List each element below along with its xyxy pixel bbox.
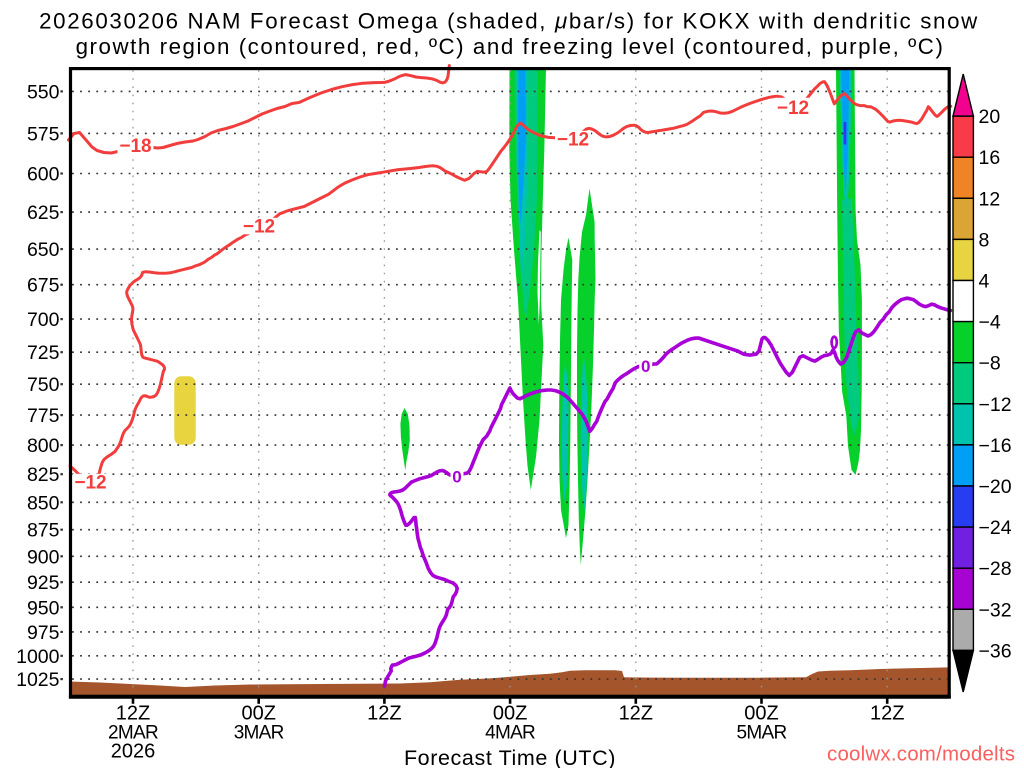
svg-text:925: 925 bbox=[27, 572, 60, 594]
svg-text:−12: −12 bbox=[777, 98, 809, 119]
svg-text:−12: −12 bbox=[243, 217, 275, 238]
svg-text:12Z: 12Z bbox=[619, 703, 653, 725]
svg-text:950: 950 bbox=[27, 597, 60, 619]
svg-text:0: 0 bbox=[641, 357, 650, 376]
svg-text:00Z: 00Z bbox=[493, 703, 527, 725]
svg-text:−18: −18 bbox=[119, 136, 151, 157]
svg-text:12Z: 12Z bbox=[870, 703, 904, 725]
svg-text:600: 600 bbox=[27, 164, 60, 186]
svg-text:12: 12 bbox=[979, 188, 1001, 210]
svg-text:16: 16 bbox=[979, 147, 1001, 169]
svg-text:550: 550 bbox=[27, 81, 60, 103]
svg-text:625: 625 bbox=[27, 202, 60, 224]
svg-text:5MAR: 5MAR bbox=[737, 723, 787, 744]
svg-text:8: 8 bbox=[979, 229, 990, 251]
svg-text:700: 700 bbox=[27, 309, 60, 331]
svg-text:growth region (contoured, red,: growth region (contoured, red, ºC) and f… bbox=[76, 34, 945, 59]
svg-text:0: 0 bbox=[452, 468, 461, 487]
svg-text:2MAR: 2MAR bbox=[108, 723, 158, 744]
svg-text:−12: −12 bbox=[557, 130, 589, 151]
svg-text:−36: −36 bbox=[979, 640, 1012, 662]
svg-text:900: 900 bbox=[27, 546, 60, 568]
svg-text:20: 20 bbox=[979, 106, 1001, 128]
svg-text:−24: −24 bbox=[979, 517, 1012, 539]
svg-text:−4: −4 bbox=[979, 312, 1001, 334]
svg-text:2026: 2026 bbox=[111, 741, 156, 763]
svg-text:00Z: 00Z bbox=[241, 703, 275, 725]
svg-text:−32: −32 bbox=[979, 599, 1012, 621]
svg-text:−16: −16 bbox=[979, 435, 1012, 457]
svg-text:−12: −12 bbox=[979, 394, 1012, 416]
svg-text:825: 825 bbox=[27, 464, 60, 486]
svg-text:3MAR: 3MAR bbox=[234, 723, 284, 744]
svg-text:975: 975 bbox=[27, 622, 60, 644]
svg-text:775: 775 bbox=[27, 405, 60, 427]
svg-text:−20: −20 bbox=[979, 476, 1012, 498]
svg-text:00Z: 00Z bbox=[744, 703, 778, 725]
svg-text:650: 650 bbox=[27, 239, 60, 261]
svg-text:−8: −8 bbox=[979, 353, 1001, 375]
svg-text:800: 800 bbox=[27, 435, 60, 457]
svg-text:4MAR: 4MAR bbox=[485, 723, 535, 744]
svg-text:1025: 1025 bbox=[16, 669, 60, 691]
svg-text:−12: −12 bbox=[74, 473, 106, 494]
svg-text:850: 850 bbox=[27, 492, 60, 514]
svg-text:−28: −28 bbox=[979, 558, 1012, 580]
svg-text:12Z: 12Z bbox=[367, 703, 401, 725]
svg-text:2026030206 NAM Forecast Omega: 2026030206 NAM Forecast Omega (shaded, μ… bbox=[39, 9, 979, 34]
svg-text:4: 4 bbox=[979, 271, 990, 293]
svg-text:875: 875 bbox=[27, 520, 60, 542]
svg-text:675: 675 bbox=[27, 275, 60, 297]
svg-text:1000: 1000 bbox=[16, 646, 60, 668]
svg-text:575: 575 bbox=[27, 123, 60, 145]
svg-text:12Z: 12Z bbox=[116, 703, 150, 725]
svg-text:Forecast Time (UTC): Forecast Time (UTC) bbox=[404, 746, 616, 768]
svg-text:750: 750 bbox=[27, 374, 60, 396]
svg-text:725: 725 bbox=[27, 342, 60, 364]
svg-text:coolwx.com/modelts: coolwx.com/modelts bbox=[827, 743, 1015, 766]
